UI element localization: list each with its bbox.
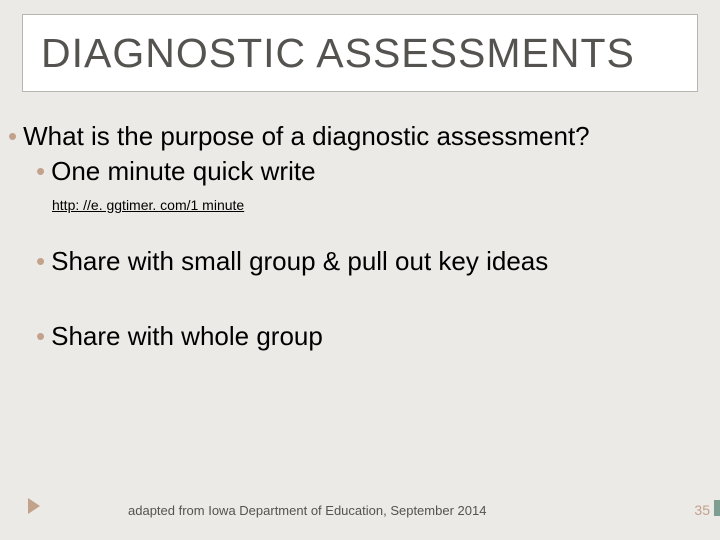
bullet-dot-icon: • <box>36 155 45 188</box>
bullet-text: Share with whole group <box>51 320 323 353</box>
title-box: DIAGNOSTIC ASSESSMENTS <box>22 14 698 92</box>
bullet-level-2: • One minute quick write <box>36 155 720 188</box>
bullet-text: One minute quick write <box>51 155 315 188</box>
corner-accent <box>714 500 720 516</box>
page-number: 35 <box>694 502 710 518</box>
content-area: • What is the purpose of a diagnostic as… <box>0 120 720 352</box>
link-line: http: //e. ggtimer. com/1 minute <box>52 197 720 215</box>
slide-title: DIAGNOSTIC ASSESSMENTS <box>41 30 635 77</box>
bullet-level-1: • What is the purpose of a diagnostic as… <box>8 120 720 153</box>
bullet-dot-icon: • <box>8 120 17 153</box>
bullet-dot-icon: • <box>36 320 45 353</box>
bullet-text: What is the purpose of a diagnostic asse… <box>23 120 590 153</box>
bullet-text: Share with small group & pull out key id… <box>51 245 548 278</box>
play-arrow-icon <box>28 498 40 514</box>
timer-link[interactable]: http: //e. ggtimer. com/1 minute <box>52 197 244 213</box>
bullet-level-2: • Share with small group & pull out key … <box>36 245 720 278</box>
spacer <box>0 278 720 320</box>
bullet-level-2: • Share with whole group <box>36 320 720 353</box>
footer-attribution: adapted from Iowa Department of Educatio… <box>128 503 486 518</box>
bullet-dot-icon: • <box>36 245 45 278</box>
